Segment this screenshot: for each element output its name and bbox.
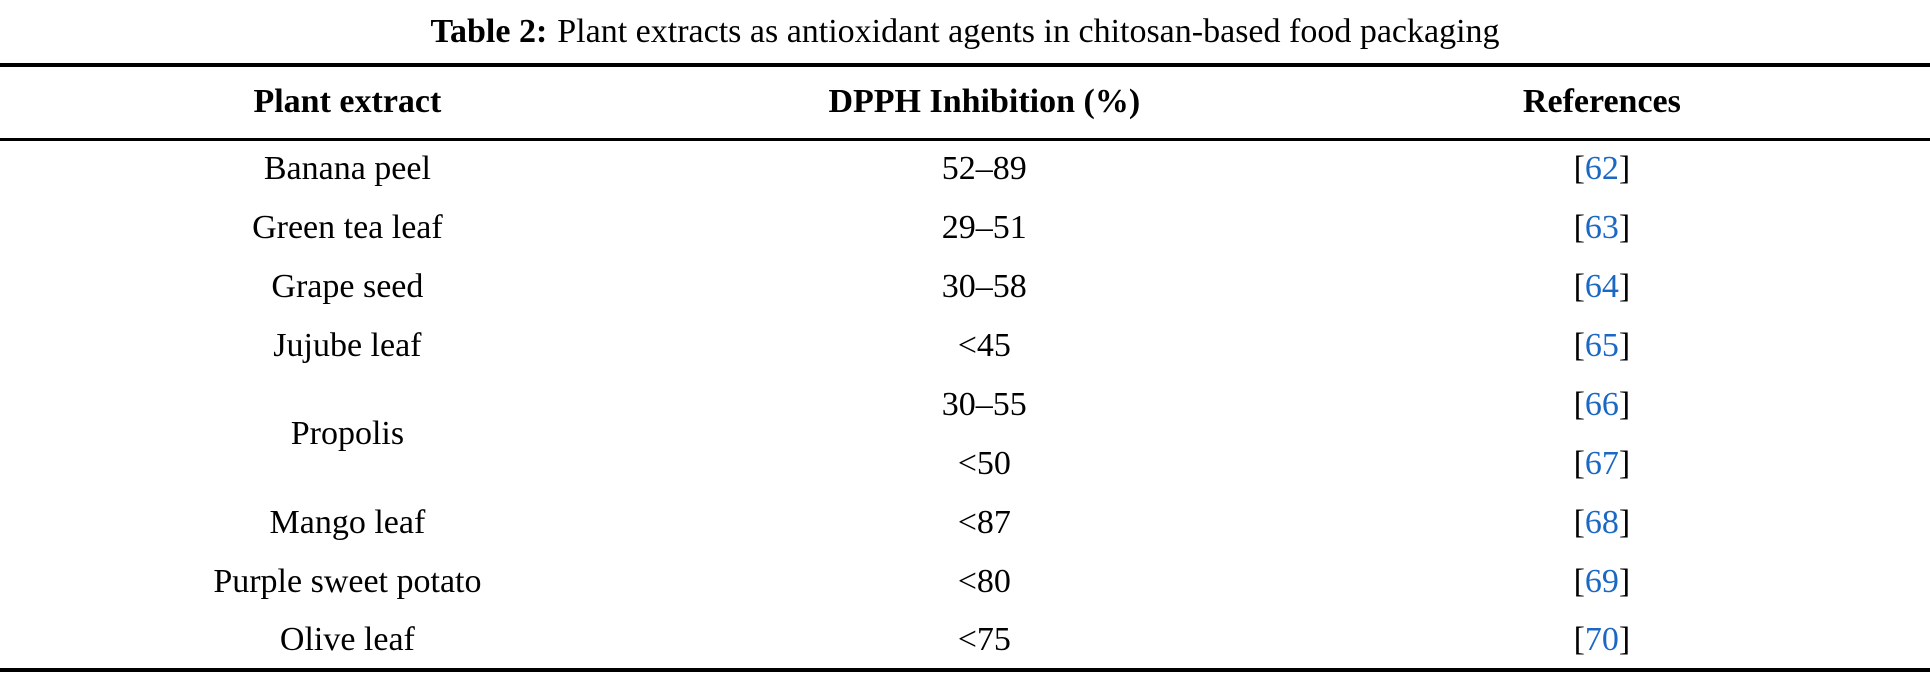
table-caption: Table 2: Plant extracts as antioxidant a… [0, 0, 1930, 67]
bracket-close: ] [1618, 150, 1631, 188]
caption-label: Table 2: [430, 12, 548, 50]
bracket-open: [ [1573, 150, 1585, 188]
bracket-open: [ [1573, 503, 1585, 541]
table-row: Green tea leaf 29–51 [63] [0, 198, 1930, 257]
citation-link[interactable]: 70 [1584, 620, 1619, 658]
table-row: Olive leaf <75 [70] [0, 611, 1930, 670]
bracket-close: ] [1618, 562, 1631, 600]
table-row: Purple sweet potato <80 [69] [0, 552, 1930, 611]
bracket-close: ] [1618, 444, 1631, 482]
cell-dpph: 30–58 [941, 267, 1027, 305]
column-header-dpph-inhibition: DPPH Inhibition (%) [694, 67, 1274, 141]
cell-dpph: <87 [957, 503, 1011, 541]
citation-link[interactable]: 64 [1584, 267, 1619, 305]
data-table: Plant extract DPPH Inhibition (%) Refere… [0, 67, 1930, 672]
bracket-open: [ [1573, 385, 1585, 423]
cell-reference: [67] [1274, 434, 1930, 493]
citation-link[interactable]: 67 [1584, 444, 1619, 482]
column-header-plant-extract: Plant extract [0, 67, 695, 141]
cell-reference: [64] [1274, 257, 1930, 316]
citation-link[interactable]: 68 [1584, 503, 1619, 541]
cell-reference: [70] [1274, 611, 1930, 670]
table-row: Propolis 30–55 [66] [0, 375, 1930, 451]
cell-reference: [65] [1274, 316, 1930, 375]
cell-dpph: <75 [957, 620, 1011, 658]
cell-dpph: <45 [957, 326, 1011, 364]
citation-link[interactable]: 65 [1584, 326, 1619, 364]
bracket-close: ] [1618, 208, 1631, 246]
table-row: Grape seed 30–58 [64] [0, 257, 1930, 316]
table-row: <50 [67] [0, 434, 1930, 493]
cell-reference: [62] [1274, 139, 1930, 198]
cell-reference: [68] [1274, 493, 1930, 552]
bracket-close: ] [1618, 267, 1631, 305]
cell-plant-extract: Mango leaf [269, 503, 426, 541]
cell-dpph: 29–51 [941, 208, 1027, 246]
cell-plant-extract: Propolis [290, 415, 405, 452]
cell-plant-extract: Banana peel [263, 150, 431, 188]
bracket-close: ] [1618, 385, 1631, 423]
cell-plant-extract: Purple sweet potato [213, 562, 482, 600]
cell-plant-extract: Green tea leaf [252, 208, 443, 246]
caption-text: Plant extracts as antioxidant agents in … [557, 12, 1500, 50]
table-row: Jujube leaf <45 [65] [0, 316, 1930, 375]
cell-reference: [63] [1274, 198, 1930, 257]
citation-link[interactable]: 62 [1584, 150, 1619, 188]
bracket-close: ] [1618, 326, 1631, 364]
cell-plant-extract: Jujube leaf [273, 326, 422, 364]
bracket-close: ] [1618, 503, 1631, 541]
table-row: Mango leaf <87 [68] [0, 493, 1930, 552]
header-row: Plant extract DPPH Inhibition (%) Refere… [0, 67, 1930, 141]
bracket-open: [ [1573, 620, 1585, 658]
citation-link[interactable]: 63 [1584, 208, 1619, 246]
table-row: Banana peel 52–89 [62] [0, 139, 1930, 198]
cell-reference: [66] [1274, 375, 1930, 434]
citation-link[interactable]: 66 [1584, 385, 1619, 423]
bracket-open: [ [1573, 326, 1585, 364]
cell-dpph: <50 [957, 444, 1011, 482]
bracket-close: ] [1618, 620, 1631, 658]
bracket-open: [ [1573, 444, 1585, 482]
cell-dpph: 52–89 [941, 150, 1027, 188]
bracket-open: [ [1573, 562, 1585, 600]
column-header-references: References [1273, 67, 1930, 141]
cell-plant-extract: Olive leaf [279, 620, 415, 658]
cell-reference: [69] [1274, 552, 1930, 611]
cell-dpph: <80 [957, 562, 1011, 600]
citation-link[interactable]: 69 [1584, 562, 1619, 600]
bracket-open: [ [1573, 208, 1585, 246]
cell-plant-extract: Grape seed [271, 267, 424, 305]
cell-dpph: 30–55 [941, 385, 1027, 423]
bracket-open: [ [1573, 267, 1585, 305]
